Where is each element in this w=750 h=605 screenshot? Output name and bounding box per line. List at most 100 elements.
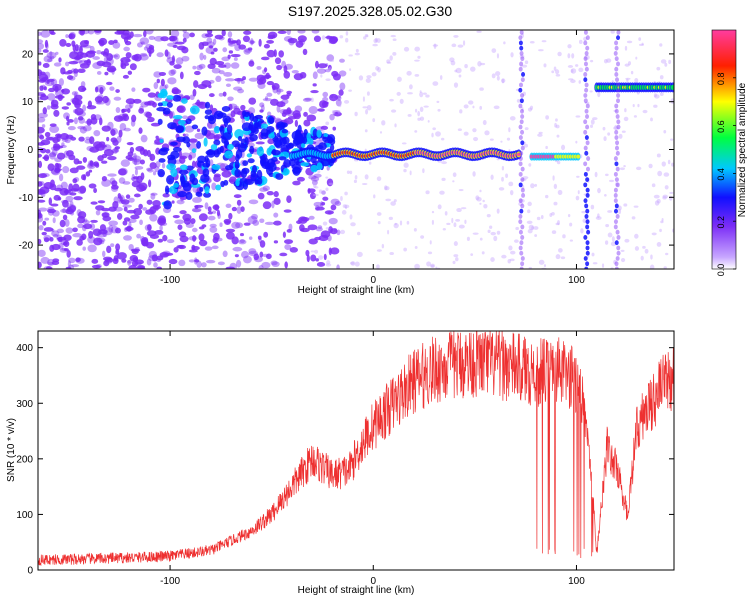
spectrogram-blob	[320, 201, 324, 208]
spectrogram-blob	[78, 117, 85, 124]
spectrogram-blob	[519, 51, 524, 56]
spectrogram-blob	[578, 80, 581, 84]
snr-ytick-label: 300	[16, 399, 33, 410]
spectrogram-blob	[62, 214, 68, 221]
spectrogram-blob	[292, 180, 301, 186]
spectrogram-blob	[276, 123, 286, 129]
spectrogram-xtick-label: -100	[160, 275, 180, 286]
spectrogram-blob	[179, 173, 185, 183]
spectrogram-blob	[49, 123, 57, 127]
spectrogram-blob	[660, 59, 667, 64]
spectrogram-blob	[614, 108, 619, 114]
spectrogram-blob	[479, 202, 482, 205]
spectrogram-blob	[158, 158, 166, 163]
spectrogram-blob	[363, 36, 367, 40]
spectrogram-blob	[48, 210, 54, 216]
spectrogram-blob	[38, 73, 49, 82]
spectrogram-blob	[208, 93, 215, 98]
spectrogram-blob	[62, 166, 70, 174]
spectrogram-blob	[464, 64, 468, 69]
spectrogram-blob	[545, 194, 549, 199]
spectrogram-blob	[115, 243, 121, 251]
spectrogram-blob	[603, 136, 607, 141]
spectrogram-blob	[248, 60, 255, 67]
spectrogram-blob	[179, 210, 187, 215]
spectrogram-blob	[197, 83, 208, 90]
spectrogram-blob	[519, 198, 525, 203]
spectrogram-blob	[94, 86, 99, 93]
spectrogram-blob	[107, 121, 114, 130]
spectrogram-blob	[155, 205, 159, 211]
spectrogram-blob	[129, 254, 139, 262]
spectrogram-blob	[670, 84, 674, 90]
spectrogram-blob	[227, 96, 234, 102]
spectrogram-blob	[168, 258, 178, 265]
spectrogram-blob	[630, 70, 634, 75]
spectrogram-blob	[139, 219, 143, 226]
spectrogram-blob	[118, 177, 126, 184]
spectrogram-blob	[174, 41, 185, 45]
spectrogram-blob	[376, 38, 381, 43]
spectrogram-blob	[88, 169, 93, 173]
spectrogram-blob	[520, 114, 525, 119]
spectrogram-blob	[221, 56, 230, 62]
spectrogram-blob	[409, 84, 413, 90]
spectrogram-blob	[64, 219, 70, 227]
spectrogram-blob	[584, 203, 589, 209]
spectrogram-blob	[128, 264, 138, 269]
spectrogram-blob	[409, 170, 412, 176]
spectrogram-blob	[175, 125, 185, 133]
spectrogram-blob	[162, 193, 170, 198]
spectrogram-blob	[321, 190, 326, 195]
spectrogram-blob	[549, 213, 553, 218]
spectrogram-blob	[597, 213, 600, 219]
spectrogram-blob	[344, 99, 350, 104]
spectrogram-blob	[306, 254, 310, 263]
spectrogram-blob	[46, 105, 51, 110]
spectrogram-blob	[339, 82, 346, 91]
spectrogram-blob	[236, 39, 241, 46]
spectrogram-blob	[442, 227, 446, 231]
spectrogram-blob	[46, 266, 52, 269]
spectrogram-blob	[118, 129, 123, 138]
spectrogram-blob	[65, 195, 74, 202]
spectrogram-blob	[256, 65, 262, 70]
spectrogram-blob	[116, 212, 123, 220]
spectrogram-blob	[162, 107, 171, 115]
spectrogram-blob	[213, 148, 220, 158]
spectrogram-blob	[522, 91, 526, 96]
spectrogram-blob	[179, 169, 189, 175]
spectrogram-blob	[38, 153, 43, 158]
spectrogram-blob	[387, 229, 390, 235]
spectrogram-blob	[529, 40, 535, 44]
spectrogram-blob	[633, 205, 639, 208]
spectrogram-blob	[38, 42, 45, 50]
spectrogram-blob	[659, 75, 664, 80]
spectrogram-blob	[248, 236, 253, 240]
spectrogram-blob	[185, 222, 194, 228]
spectrogram-blob	[538, 259, 545, 265]
spectrogram-blob	[205, 101, 211, 109]
spectrogram-blob	[113, 53, 120, 60]
spectrogram-y-label: Frequency (Hz)	[6, 116, 17, 185]
spectrogram-blob	[242, 76, 246, 81]
spectrogram-blob	[221, 30, 226, 37]
spectrogram-blob	[130, 119, 136, 127]
spectrogram-blob	[472, 171, 476, 177]
spectrogram-blob	[213, 126, 221, 134]
spectrogram-blob	[585, 192, 590, 198]
spectrogram-blob	[67, 260, 71, 268]
spectrogram-blob	[155, 135, 159, 140]
spectrogram-blob	[339, 58, 345, 63]
spectrogram-blob	[39, 134, 45, 140]
spectrogram-blob	[225, 203, 232, 209]
spectrogram-blob	[484, 130, 490, 136]
spectrogram-blob	[264, 96, 268, 101]
spectrogram-blob	[310, 97, 314, 103]
spectrogram-blob	[268, 133, 275, 139]
spectrogram-blob	[58, 78, 64, 86]
spectrogram-blob	[481, 251, 485, 255]
spectrogram-blob	[264, 221, 275, 225]
spectrogram-blob	[176, 199, 185, 205]
spectrogram-blob	[633, 115, 637, 118]
